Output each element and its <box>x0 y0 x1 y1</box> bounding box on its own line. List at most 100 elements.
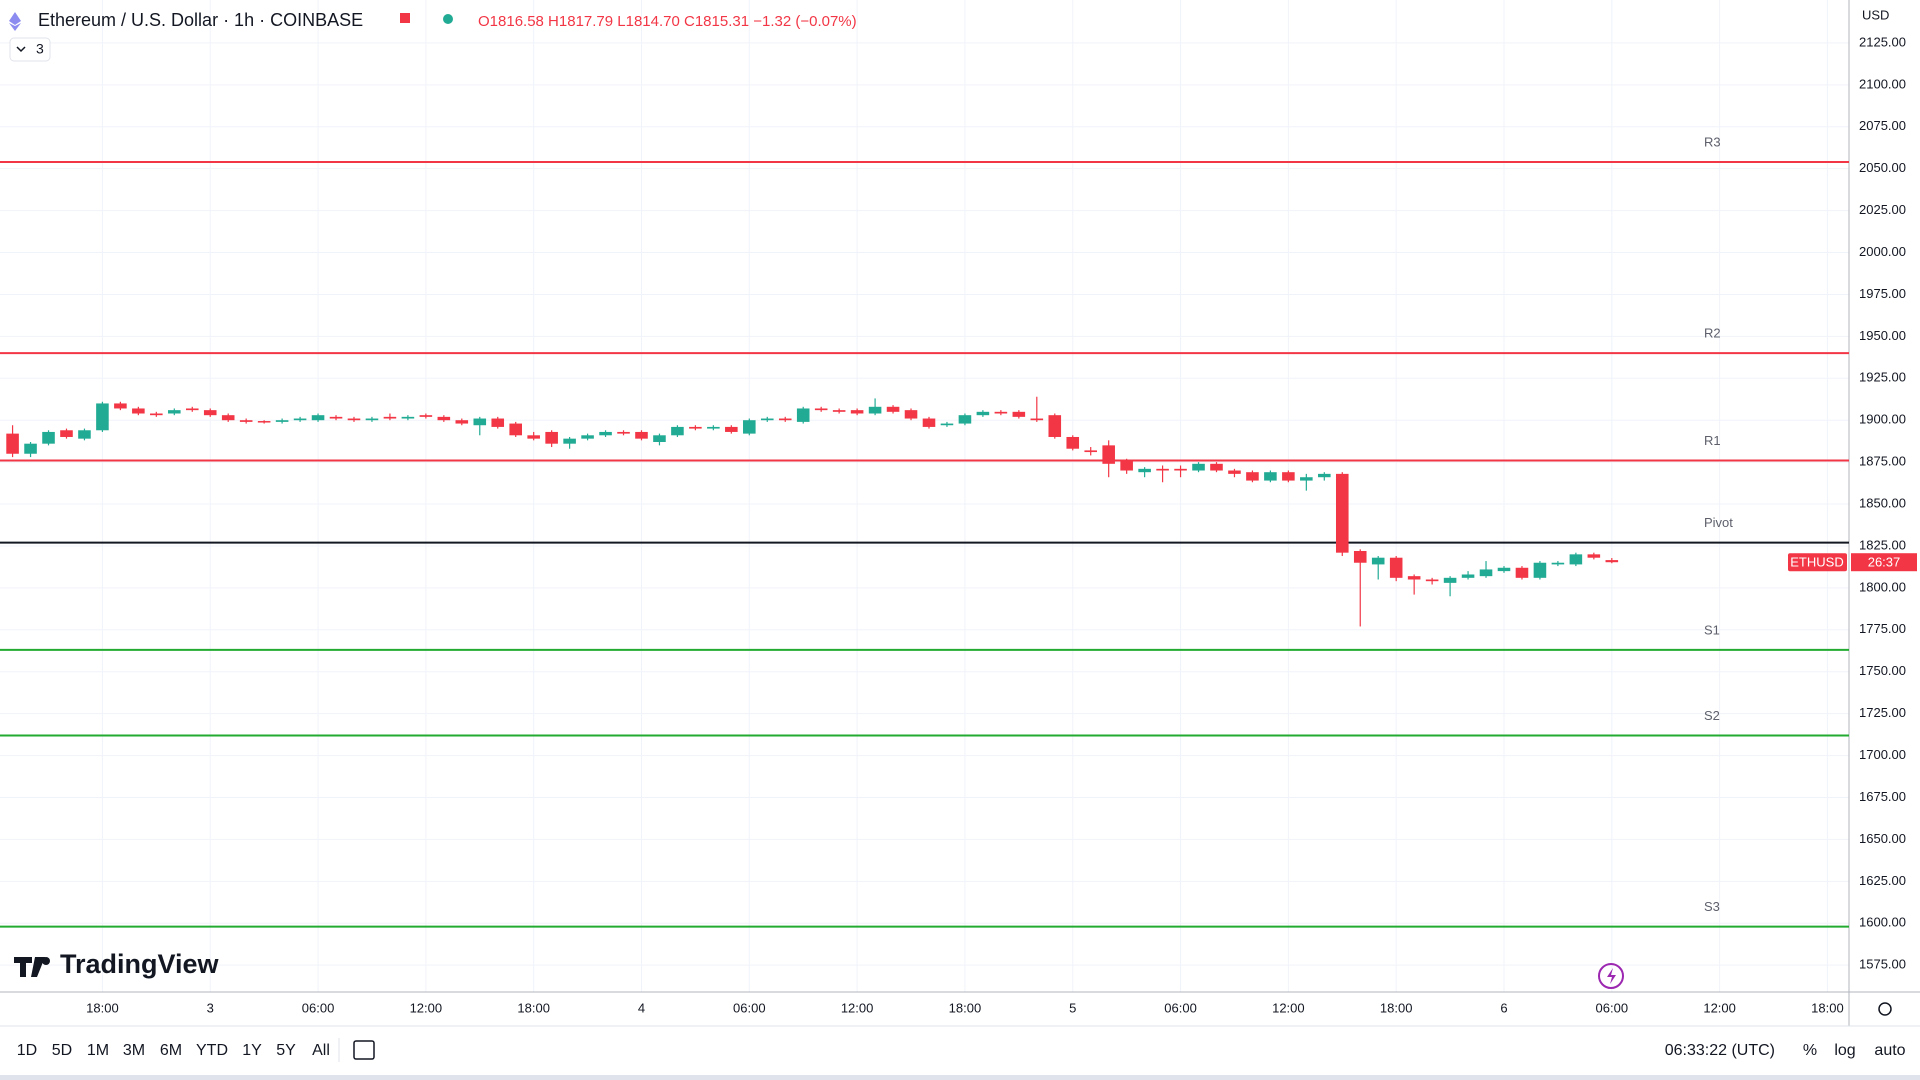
range-button[interactable]: 5D <box>52 1042 72 1059</box>
pivot-label: S3 <box>1704 899 1720 914</box>
range-button[interactable]: 3M <box>123 1042 145 1059</box>
candle-body <box>778 418 792 421</box>
status-dot <box>443 14 453 24</box>
x-tick-label: 12:00 <box>410 1000 443 1015</box>
range-button[interactable]: 1Y <box>242 1042 262 1059</box>
candle-body <box>671 426 684 436</box>
candle-body <box>1012 411 1026 417</box>
settings-icon[interactable] <box>1878 1002 1892 1016</box>
candle-body <box>1605 560 1619 563</box>
candle-body <box>814 408 828 411</box>
range-button[interactable]: 5Y <box>276 1042 296 1059</box>
indicator-count[interactable]: 3 <box>36 41 44 57</box>
pivot-label: R3 <box>1704 134 1721 149</box>
axis-option[interactable]: auto <box>1874 1042 1905 1059</box>
candle-body <box>239 420 253 422</box>
candle-body <box>1066 436 1080 449</box>
candle-body <box>707 426 720 429</box>
candle-body <box>1569 554 1583 565</box>
bottom-strip <box>0 1075 1920 1080</box>
date-range-icon[interactable] <box>353 1040 375 1060</box>
candle-body <box>60 430 73 437</box>
symbol-title: Ethereum / U.S. Dollar · 1h · COINBASE <box>38 10 363 30</box>
range-button[interactable]: All <box>312 1042 330 1059</box>
candle-body <box>635 431 648 439</box>
candle-body <box>760 418 774 421</box>
candle-body <box>42 431 55 444</box>
axis-option[interactable]: % <box>1803 1042 1817 1059</box>
candle-body <box>1497 567 1511 572</box>
candle-body <box>1371 557 1385 565</box>
y-tick-label: 1725.00 <box>1859 705 1906 720</box>
candle-body <box>150 413 163 416</box>
candle-body <box>1353 550 1367 563</box>
pivot-label: R2 <box>1704 326 1721 341</box>
candle-body <box>545 431 558 444</box>
range-button[interactable]: 1M <box>87 1042 109 1059</box>
candle-body <box>329 416 343 419</box>
candle-body <box>168 410 181 414</box>
pivot-label: Pivot <box>1704 515 1733 530</box>
candle-body <box>1407 576 1421 580</box>
range-button[interactable]: YTD <box>196 1042 228 1059</box>
brand-logo-dot <box>42 957 50 965</box>
range-button[interactable]: 6M <box>160 1042 182 1059</box>
candle-body <box>203 410 217 416</box>
candle-body <box>1210 463 1223 471</box>
x-tick-label: 12:00 <box>1703 1000 1736 1015</box>
pivot-label: R1 <box>1704 433 1721 448</box>
x-tick-label: 12:00 <box>1272 1000 1305 1015</box>
y-tick-label: 1650.00 <box>1859 831 1906 846</box>
y-tick-label: 2025.00 <box>1859 202 1906 217</box>
x-tick-label: 18:00 <box>1811 1000 1844 1015</box>
candle-body <box>994 411 1008 414</box>
y-tick-label: 1600.00 <box>1859 915 1906 930</box>
candle-body <box>886 406 900 412</box>
y-tick-label: 2100.00 <box>1859 76 1906 91</box>
last-price-symbol: ETHUSD <box>1790 555 1843 570</box>
currency[interactable]: USD <box>1862 7 1889 22</box>
y-tick-label: 2125.00 <box>1859 34 1906 49</box>
candle-body <box>1318 473 1331 478</box>
y-tick-label: 1825.00 <box>1859 537 1906 552</box>
candle-body <box>1515 567 1529 578</box>
candle-body <box>581 435 594 439</box>
candle-body <box>1120 460 1133 471</box>
candle-body <box>132 408 145 414</box>
y-tick-label: 1875.00 <box>1859 454 1906 469</box>
y-tick-label: 2000.00 <box>1859 244 1906 259</box>
countdown: 26:37 <box>1868 555 1901 570</box>
x-tick-label: 12:00 <box>841 1000 874 1015</box>
chevron <box>16 46 26 53</box>
countdown-tag <box>1851 553 1917 572</box>
candle-body <box>419 415 433 417</box>
y-tick-label: 1950.00 <box>1859 328 1906 343</box>
candle-body <box>293 418 307 421</box>
x-tick-label: 06:00 <box>733 1000 766 1015</box>
y-tick-label: 1700.00 <box>1859 747 1906 762</box>
candle-body <box>311 415 325 421</box>
candle-body <box>527 435 540 439</box>
indicator-toggle[interactable] <box>9 37 51 62</box>
candle-body <box>743 420 756 434</box>
y-tick-label: 2050.00 <box>1859 160 1906 175</box>
candle-body <box>455 420 469 424</box>
y-tick-label: 1775.00 <box>1859 621 1906 636</box>
candle-body <box>437 416 451 421</box>
candle-body <box>1461 574 1475 578</box>
x-tick-label: 06:00 <box>302 1000 335 1015</box>
range-button[interactable]: 1D <box>17 1042 37 1059</box>
pivot-label: S2 <box>1704 708 1720 723</box>
axis-option[interactable]: log <box>1834 1042 1855 1059</box>
eth-icon <box>9 12 21 31</box>
candle-body <box>1533 562 1547 578</box>
candle-body <box>1425 579 1439 582</box>
candle-body <box>1246 472 1259 481</box>
x-tick-label: 3 <box>207 1000 214 1015</box>
clock[interactable]: 06:33:22 (UTC) <box>1665 1042 1775 1059</box>
lightning <box>1607 968 1616 984</box>
lightning-icon[interactable] <box>1598 963 1624 989</box>
candle-body <box>922 418 936 427</box>
candle-body <box>617 431 630 434</box>
